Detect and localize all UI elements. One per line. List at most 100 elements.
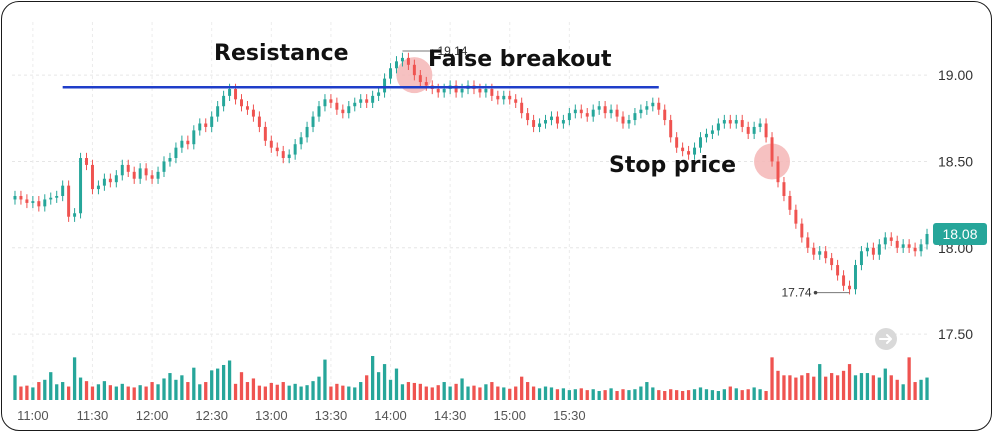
volume-bar (764, 391, 768, 400)
candle (722, 120, 726, 124)
high-marker-dot (430, 49, 435, 53)
candle (758, 123, 762, 127)
volume-bar (776, 370, 780, 400)
candle (836, 265, 840, 276)
candle (627, 120, 631, 124)
volume-bar (186, 382, 190, 400)
volume-bar (525, 382, 530, 400)
volume-bar (770, 357, 774, 400)
candle (31, 201, 35, 203)
volume-bar (257, 385, 262, 400)
candle (549, 116, 553, 121)
volume-bar (651, 387, 655, 400)
candle (907, 244, 911, 248)
candle (633, 113, 637, 121)
candle (693, 147, 697, 155)
volume-bar (698, 387, 703, 400)
volume-bar (520, 376, 524, 400)
candle (228, 88, 232, 96)
candle (162, 161, 166, 172)
candle (389, 68, 393, 79)
x-tick-label: 15:00 (493, 408, 526, 423)
candle (687, 151, 691, 155)
scroll-to-latest-button[interactable] (875, 328, 897, 350)
candle (824, 251, 828, 259)
volume-bar (859, 373, 864, 400)
x-tick-label: 15:30 (553, 408, 586, 423)
candle (317, 106, 321, 117)
volume-bar (704, 389, 709, 400)
volume-bar (120, 383, 124, 400)
volume-bar (710, 390, 715, 400)
candle (186, 140, 190, 145)
candle (102, 178, 106, 186)
volume-bar (502, 387, 506, 400)
volume-bar (233, 383, 238, 400)
volume-bar (55, 384, 59, 400)
volume-bar (90, 386, 95, 400)
candle (728, 120, 732, 124)
candle (287, 154, 291, 159)
volume-bar (102, 381, 107, 400)
volume-bar (239, 372, 244, 400)
volume-bar (78, 377, 83, 400)
volume-bar (317, 376, 321, 400)
volume-bar (341, 385, 345, 400)
candle (120, 164, 124, 176)
volume-bar (555, 389, 560, 400)
volume-bar (925, 377, 929, 400)
volume-bar (466, 386, 470, 400)
volume-bar (609, 388, 613, 400)
candle (210, 116, 214, 127)
candle (478, 88, 482, 93)
volume-bar (675, 390, 679, 400)
candle (603, 106, 607, 114)
candle (126, 164, 130, 172)
candle (645, 106, 649, 110)
volume-bar (96, 384, 101, 400)
volume-bar (877, 377, 881, 400)
candle (889, 237, 893, 241)
candle (240, 99, 243, 107)
candle (263, 126, 267, 141)
volume-bar (597, 391, 601, 400)
volume-bar (382, 364, 387, 400)
candle (675, 137, 679, 148)
candle (597, 106, 601, 110)
x-tick-label: 12:30 (195, 408, 228, 423)
candle (90, 164, 94, 190)
volume-bar (144, 386, 148, 400)
volume-bar (740, 390, 744, 400)
candle (484, 88, 488, 93)
candle (234, 88, 238, 100)
volume-bar (621, 389, 625, 400)
volume-bar (311, 381, 315, 400)
volume-bar (591, 389, 595, 400)
candle (788, 196, 792, 210)
candle (716, 123, 720, 131)
volume-bar (436, 385, 440, 400)
candle (67, 185, 71, 217)
volume-bar (728, 386, 732, 400)
volume-bar (752, 387, 756, 400)
candle (156, 171, 160, 179)
candle (734, 120, 738, 124)
candle (740, 120, 744, 127)
volume-bar (490, 382, 494, 400)
grid (12, 22, 930, 400)
volume-bar (84, 381, 89, 400)
last-price-label: 18.08 (942, 226, 977, 242)
volume-bar (889, 375, 893, 400)
candle (132, 171, 136, 179)
candle (520, 102, 524, 114)
volume-bar (359, 382, 363, 400)
candle (699, 137, 702, 148)
candle (138, 168, 142, 179)
candle (490, 88, 494, 96)
candle (275, 147, 279, 152)
candle (406, 57, 410, 65)
candle (204, 123, 208, 127)
candle (532, 120, 536, 127)
